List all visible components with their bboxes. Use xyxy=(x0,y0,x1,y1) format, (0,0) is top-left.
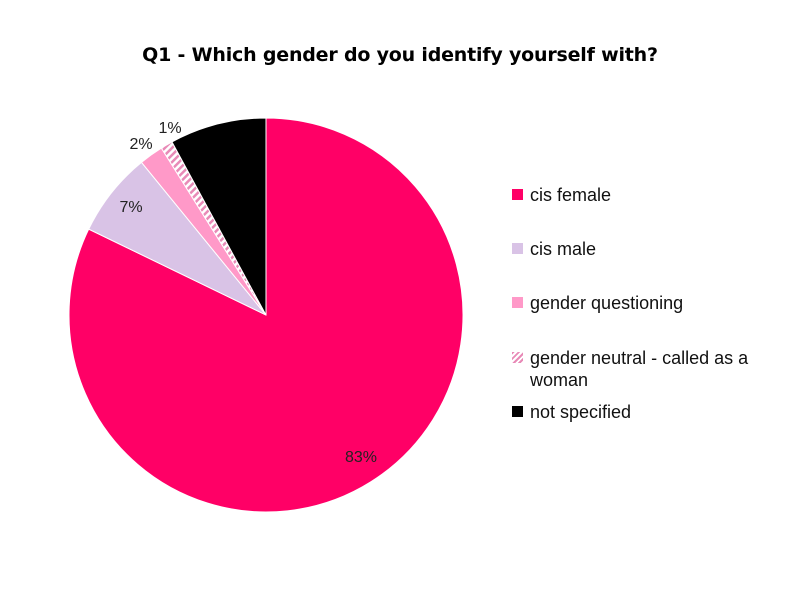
legend-item-cis-female: cis female xyxy=(512,184,611,206)
legend-item-cis-male: cis male xyxy=(512,238,596,260)
legend-item-gender-neutral: gender neutral - called as a woman xyxy=(512,347,765,391)
legend-swatch-gender-neutral xyxy=(512,352,523,363)
legend-label: cis male xyxy=(530,239,597,259)
slice-label-cis-male: 7% xyxy=(119,199,142,216)
pie-slice-not-specified xyxy=(171,117,267,316)
legend-swatch-gender-questioning xyxy=(512,297,523,308)
pie-slice-labels: 83% 7% 2% 1% xyxy=(119,120,377,466)
legend-item-gender-questioning: gender questioning xyxy=(512,292,683,314)
legend-swatch-cis-male xyxy=(512,243,523,254)
legend-label: gender questioning xyxy=(530,293,684,313)
legend-swatch-not-specified xyxy=(512,406,523,417)
slice-label-gender-questioning: 2% xyxy=(129,136,152,153)
legend-item-not-specified: not specified xyxy=(512,401,631,423)
legend-swatch-cis-female xyxy=(512,189,523,200)
pie-slices xyxy=(68,117,464,513)
slice-label-cis-female: 83% xyxy=(345,449,377,466)
legend-label: not specified xyxy=(530,402,632,422)
slice-label-gender-neutral-called-as-a-woman: 1% xyxy=(158,120,181,137)
legend-label: gender neutral - called as a woman xyxy=(530,348,749,390)
chart-title: Q1 - Which gender do you identify yourse… xyxy=(142,44,658,66)
legend-label: cis female xyxy=(530,185,612,205)
